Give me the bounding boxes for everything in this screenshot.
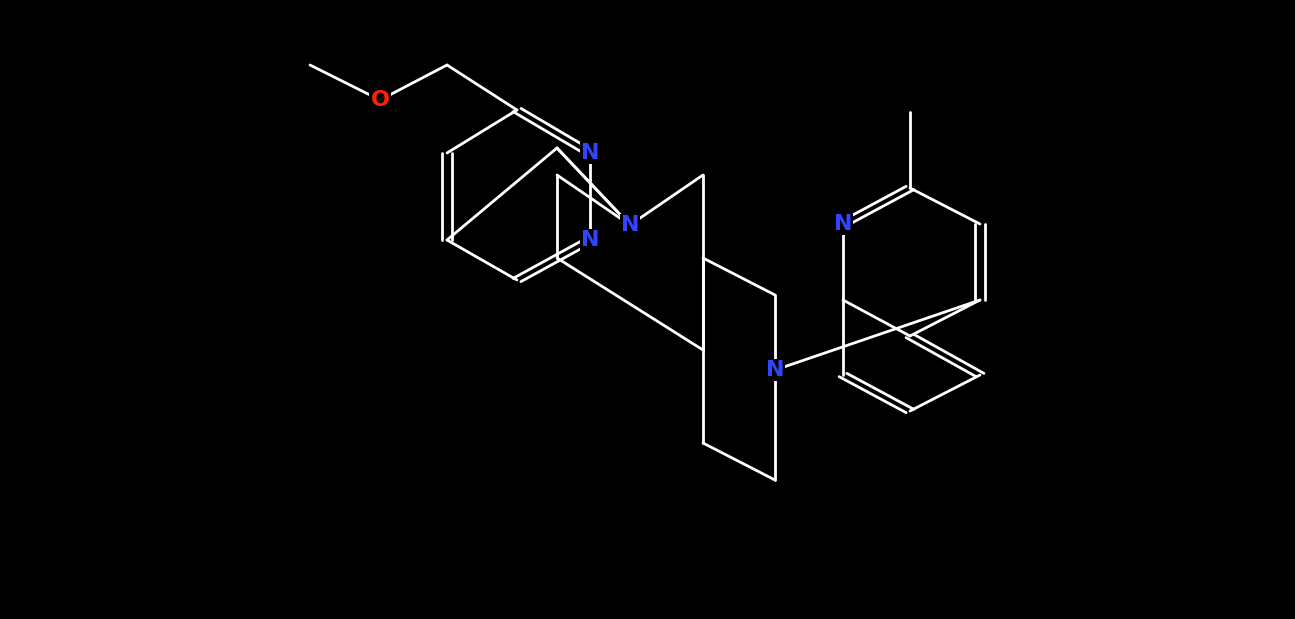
Text: N: N: [765, 360, 785, 380]
Text: N: N: [580, 143, 600, 163]
Text: O: O: [370, 90, 390, 110]
Text: N: N: [580, 230, 600, 250]
Text: N: N: [620, 215, 640, 235]
Text: N: N: [834, 214, 852, 234]
